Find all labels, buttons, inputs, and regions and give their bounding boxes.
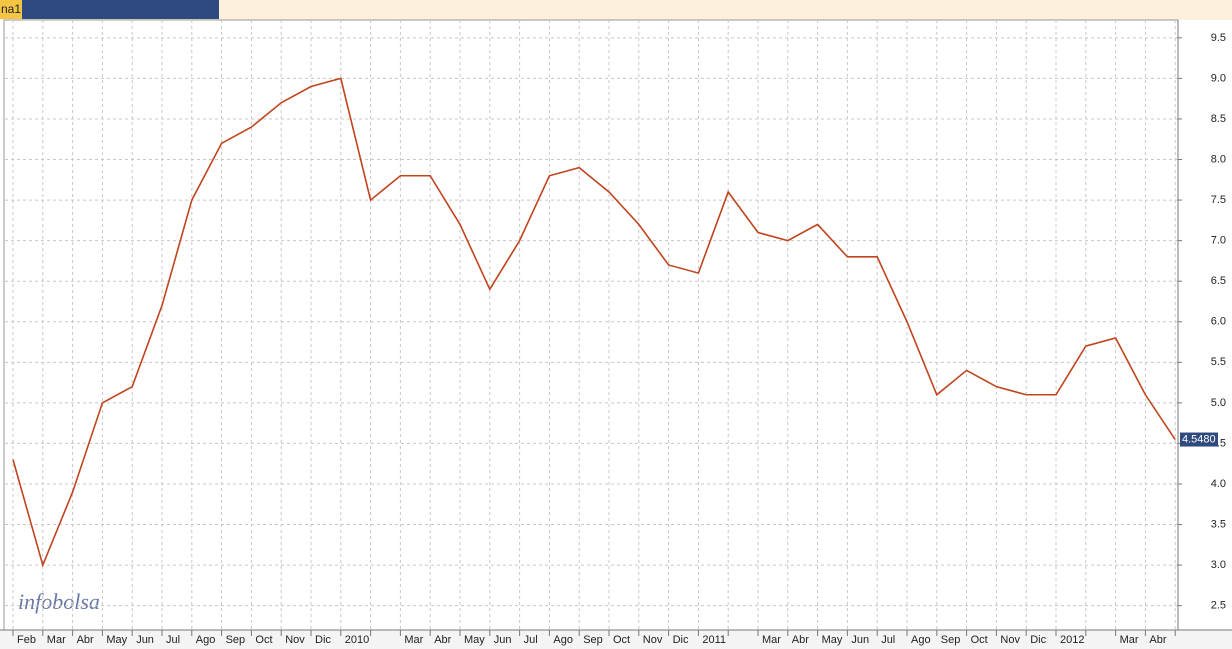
x-tick-label: Oct — [971, 634, 988, 646]
x-tick-label: 2010 — [345, 634, 369, 646]
x-tick-label: Feb — [17, 634, 36, 646]
x-tick-label: Abr — [792, 634, 809, 646]
x-tick-label: Jul — [166, 634, 180, 646]
x-tick-label: Dic — [673, 634, 689, 646]
x-tick-label: Jul — [881, 634, 895, 646]
y-tick-label: 3.5 — [1211, 518, 1226, 530]
x-tick-label: Oct — [255, 634, 272, 646]
y-tick-label: 2.5 — [1211, 600, 1226, 612]
x-tick-label: Mar — [1120, 634, 1139, 646]
last-price-box — [1180, 432, 1218, 447]
x-tick-label: 2011 — [702, 634, 726, 646]
x-tick-label: Jul — [524, 634, 538, 646]
x-tick-label: Nov — [285, 634, 305, 646]
x-tick-label: Jun — [136, 634, 154, 646]
y-tick-label: 5.0 — [1211, 397, 1226, 409]
x-tick-label: Ago — [553, 634, 573, 646]
y-tick-label: 4.0 — [1211, 478, 1226, 490]
x-tick-label: Mar — [762, 634, 781, 646]
x-tick-label: Mar — [404, 634, 423, 646]
y-tick-label: 3.0 — [1211, 559, 1226, 571]
y-tick-label: 8.0 — [1211, 153, 1226, 165]
top-bar — [0, 0, 1232, 20]
x-tick-label: May — [464, 634, 485, 646]
x-tick-label: Sep — [226, 634, 246, 646]
x-tick-label: Abr — [434, 634, 451, 646]
price-line — [12, 77, 1176, 568]
x-tick-label: Abr — [77, 634, 94, 646]
x-tick-label: Sep — [941, 634, 961, 646]
y-tick-label: 6.0 — [1211, 316, 1226, 328]
watermark: infobolsa — [18, 589, 100, 614]
y-tick-label: 9.0 — [1211, 72, 1226, 84]
x-tick-label: Abr — [1149, 634, 1166, 646]
x-tick-label: Mar — [47, 634, 66, 646]
x-tick-label: Dic — [1030, 634, 1046, 646]
x-tick-label: Jun — [494, 634, 512, 646]
x-tick-label: May — [822, 634, 843, 646]
y-tick-label: 8.5 — [1211, 113, 1226, 125]
x-tick-label: 2012 — [1060, 634, 1084, 646]
y-tick-label: 5.5 — [1211, 356, 1226, 368]
x-tick-label: Nov — [1000, 634, 1020, 646]
tab[interactable] — [0, 0, 219, 19]
x-tick-label: Sep — [583, 634, 603, 646]
y-tick-label: 6.5 — [1211, 275, 1226, 287]
x-tick-label: Oct — [613, 634, 630, 646]
x-tick-label: Ago — [196, 634, 216, 646]
tab-label[interactable]: na1 — [1, 2, 21, 16]
x-tick-label: Dic — [315, 634, 331, 646]
x-tick-label: May — [106, 634, 127, 646]
x-tick-label: Jun — [851, 634, 869, 646]
x-tick-label: Nov — [643, 634, 663, 646]
x-axis-strip — [0, 630, 1232, 649]
plot-area — [3, 19, 1179, 631]
tab-label-bg — [0, 0, 22, 19]
y-tick-label: 7.0 — [1211, 235, 1226, 247]
y-tick-label: 9.5 — [1211, 32, 1226, 44]
x-tick-label: Ago — [911, 634, 931, 646]
y-tick-label: 7.5 — [1211, 194, 1226, 206]
last-price-label: 4.5480 — [1182, 433, 1216, 445]
